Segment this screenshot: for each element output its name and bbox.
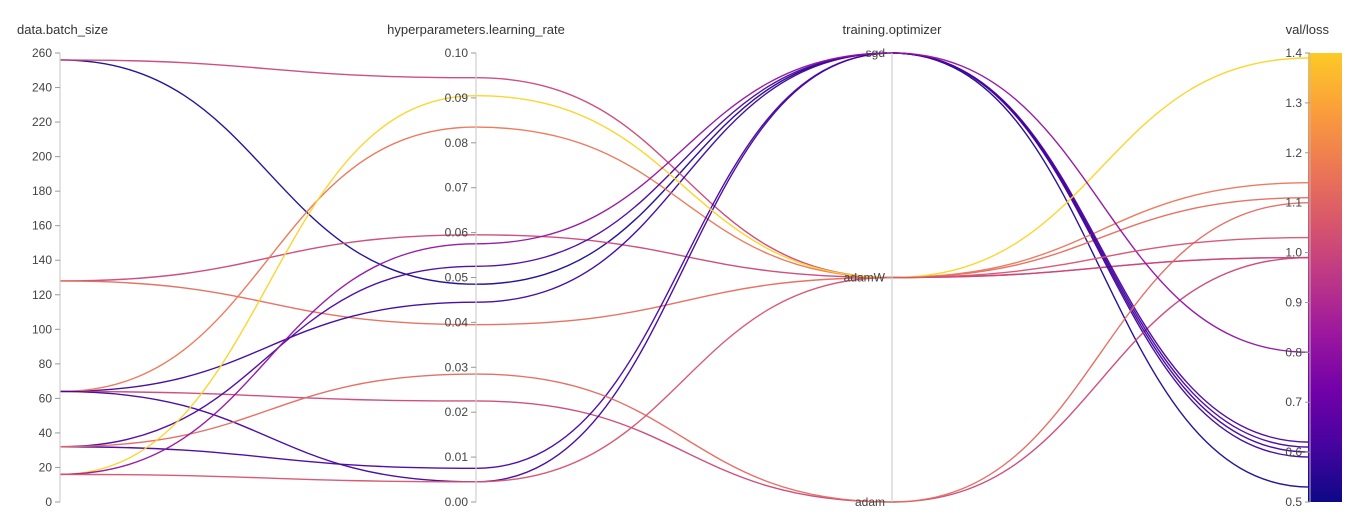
tick-label: 160 bbox=[32, 219, 52, 233]
tick-label: 0.05 bbox=[445, 271, 469, 285]
tick-label: 80 bbox=[39, 357, 53, 371]
run-line-9[interactable] bbox=[59, 52, 1311, 470]
run-line-2[interactable] bbox=[59, 59, 1311, 279]
run-line-3[interactable] bbox=[59, 234, 1311, 282]
axis-title[interactable]: hyperparameters.learning_rate bbox=[387, 22, 565, 37]
axis-1: data.batch_size 0 20 40 60 80 100 120 140 160 180 2… bbox=[17, 22, 108, 509]
tick-label: 0.02 bbox=[445, 405, 469, 419]
tick-label: 1.1 bbox=[1285, 196, 1302, 210]
tick-label: 260 bbox=[32, 46, 52, 60]
tick-label: 0.6 bbox=[1285, 445, 1302, 459]
tick-label: adam bbox=[855, 495, 885, 509]
run-line-12[interactable] bbox=[59, 57, 1311, 476]
axis-3: training.optimizer adam adamW sgd bbox=[843, 22, 943, 509]
axis-title[interactable]: data.batch_size bbox=[17, 22, 108, 37]
tick-label: 1.4 bbox=[1285, 46, 1302, 60]
run-line-7[interactable] bbox=[59, 256, 1311, 503]
tick-label: 1.0 bbox=[1285, 246, 1302, 260]
tick-label: adamW bbox=[844, 271, 886, 285]
tick-label: 0.04 bbox=[445, 315, 469, 329]
run-line-14[interactable] bbox=[59, 236, 1311, 483]
tick-label: 220 bbox=[32, 115, 52, 129]
run-line-6[interactable] bbox=[59, 126, 1311, 393]
run-line-4[interactable] bbox=[59, 196, 1311, 326]
tick-label: 100 bbox=[32, 322, 52, 336]
run-line-1[interactable] bbox=[59, 52, 1311, 488]
tick-label: 200 bbox=[32, 150, 52, 164]
run-lines bbox=[59, 52, 1311, 503]
run-line-8[interactable] bbox=[59, 52, 1311, 483]
axis-4: val/loss 0.5 0.6 0.7 0.8 0.9 1.0 1.1 1.2 1.3 1.4 bbox=[1285, 22, 1342, 509]
tick-label: 0.06 bbox=[445, 226, 469, 240]
axes: data.batch_size 0 20 40 60 80 100 120 140 160 180 2… bbox=[17, 22, 1342, 509]
tick-label: 0.10 bbox=[445, 46, 469, 60]
tick-label: 120 bbox=[32, 288, 52, 302]
tick-label: 1.2 bbox=[1285, 146, 1302, 160]
run-line-5[interactable] bbox=[59, 52, 1311, 458]
run-line-10[interactable] bbox=[59, 52, 1311, 448]
axis-2: hyperparameters.learning_rate 0.00 0.01 0.0… bbox=[387, 22, 565, 509]
tick-label: 140 bbox=[32, 253, 52, 267]
run-line-11[interactable] bbox=[59, 201, 1311, 503]
tick-label: 0.08 bbox=[445, 136, 469, 150]
axis-title[interactable]: training.optimizer bbox=[843, 22, 943, 37]
tick-label: 20 bbox=[39, 460, 53, 474]
color-scale-bar bbox=[1308, 53, 1342, 502]
run-line-13[interactable] bbox=[59, 52, 1311, 476]
tick-label: 60 bbox=[39, 391, 53, 405]
tick-label: sgd bbox=[866, 46, 885, 60]
tick-label: 40 bbox=[39, 426, 53, 440]
tick-label: 180 bbox=[32, 184, 52, 198]
tick-label: 0.7 bbox=[1285, 395, 1302, 409]
tick-label: 0.03 bbox=[445, 360, 469, 374]
tick-label: 0.09 bbox=[445, 91, 469, 105]
tick-label: 0.00 bbox=[445, 495, 469, 509]
tick-label: 0.01 bbox=[445, 450, 469, 464]
tick-label: 240 bbox=[32, 81, 52, 95]
tick-label: 0.07 bbox=[445, 181, 469, 195]
tick-label: 0.8 bbox=[1285, 345, 1302, 359]
tick-label: 1.3 bbox=[1285, 96, 1302, 110]
axis-title[interactable]: val/loss bbox=[1286, 22, 1330, 37]
tick-label: 0 bbox=[45, 495, 52, 509]
tick-label: 0.9 bbox=[1285, 295, 1302, 309]
tick-label: 0.5 bbox=[1285, 495, 1302, 509]
